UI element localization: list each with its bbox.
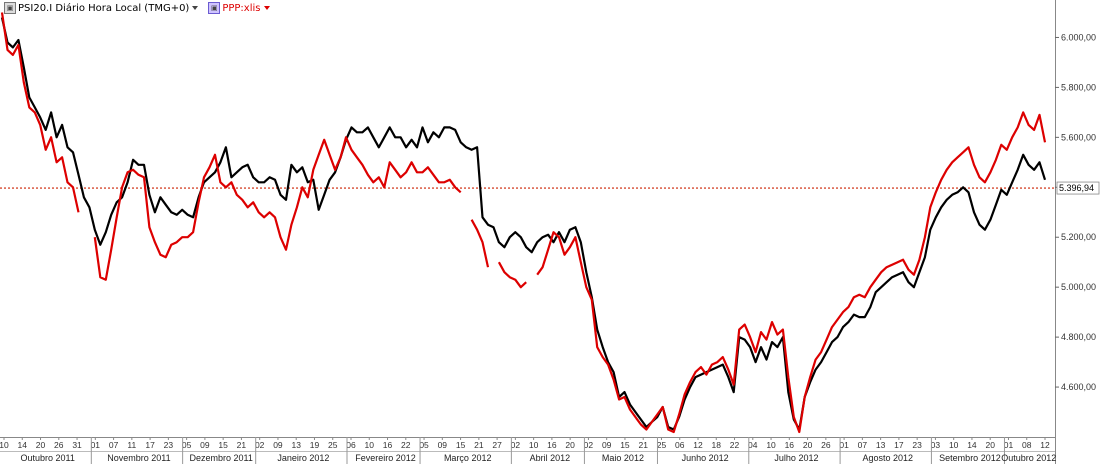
x-day-label: 13 [291, 440, 301, 450]
x-day-label: 16 [383, 440, 393, 450]
x-day-label: 04 [748, 440, 758, 450]
x-day-label: 17 [145, 440, 155, 450]
x-day-label: 02 [255, 440, 265, 450]
x-month-label: Julho 2012 [774, 453, 818, 463]
y-axis-panel [1055, 0, 1100, 464]
x-day-label: 26 [821, 440, 831, 450]
x-month-label: Agosto 2012 [862, 453, 913, 463]
x-month-label: Abril 2012 [530, 453, 571, 463]
y-tick-label: 5.800,00 [1061, 82, 1096, 92]
x-day-label: 31 [72, 440, 82, 450]
x-day-label: 13 [876, 440, 886, 450]
y-tick-label: 4.800,00 [1061, 332, 1096, 342]
x-day-label: 15 [218, 440, 228, 450]
x-day-label: 01 [1004, 440, 1014, 450]
x-day-label: 08 [1022, 440, 1032, 450]
x-day-label: 10 [365, 440, 375, 450]
x-day-label: 16 [785, 440, 795, 450]
x-day-label: 23 [912, 440, 922, 450]
x-day-label: 09 [602, 440, 612, 450]
reference-value-box [1056, 181, 1100, 195]
x-day-label: 05 [419, 440, 429, 450]
x-day-label: 25 [328, 440, 338, 450]
x-day-label: 01 [91, 440, 101, 450]
x-day-label: 17 [894, 440, 904, 450]
x-day-label: 21 [474, 440, 484, 450]
x-day-label: 10 [529, 440, 539, 450]
x-day-label: 06 [675, 440, 685, 450]
x-day-label: 21 [237, 440, 247, 450]
x-day-label: 23 [164, 440, 174, 450]
x-month-label: Dezembro 2011 [189, 453, 252, 463]
x-day-label: 02 [584, 440, 594, 450]
x-day-label: 27 [492, 440, 502, 450]
x-day-label: 15 [456, 440, 466, 450]
x-day-label: 20 [565, 440, 575, 450]
x-month-label: Fevereiro 2012 [355, 453, 416, 463]
x-axis-panel [0, 437, 1055, 464]
x-day-label: 09 [273, 440, 283, 450]
y-tick-label: 5.000,00 [1061, 282, 1096, 292]
x-day-label: 06 [346, 440, 356, 450]
chart-icon: ▣ [208, 2, 221, 14]
x-month-label: Junho 2012 [682, 453, 729, 463]
series-line-ppp[interactable] [0, 12, 1047, 434]
x-day-label: 20 [985, 440, 995, 450]
x-day-label: 22 [401, 440, 411, 450]
x-day-label: 19 [310, 440, 320, 450]
x-day-label: 03 [931, 440, 941, 450]
x-day-label: 18 [712, 440, 722, 450]
y-tick-label: 4.600,00 [1061, 382, 1096, 392]
x-month-label: Setembro 2012 [939, 453, 1001, 463]
x-day-label: 15 [620, 440, 630, 450]
x-month-label: Maio 2012 [602, 453, 644, 463]
x-day-label: 07 [858, 440, 868, 450]
y-tick-label: 5.200,00 [1061, 232, 1096, 242]
legend-series1-label: PSI20.I Diário Hora Local (TMG+0) [18, 2, 190, 14]
y-tick-label: 6.000,00 [1061, 32, 1096, 42]
x-month-label: Janeiro 2012 [277, 453, 329, 463]
x-month-label: Outubro 2012 [1001, 453, 1056, 463]
x-day-label: 09 [438, 440, 448, 450]
legend-item-psi20[interactable]: ▣ PSI20.I Diário Hora Local (TMG+0) [4, 2, 199, 14]
x-month-label: Novembro 2011 [107, 453, 170, 463]
x-day-label: 05 [182, 440, 192, 450]
chart-icon: ▣ [4, 2, 16, 14]
x-day-label: 25 [657, 440, 667, 450]
dropdown-arrow-icon[interactable] [192, 6, 199, 10]
x-day-label: 20 [36, 440, 46, 450]
x-day-label: 12 [1040, 440, 1050, 450]
x-day-label: 07 [109, 440, 119, 450]
x-day-label: 20 [803, 440, 813, 450]
x-day-label: 09 [200, 440, 210, 450]
chart-legend: ▣ PSI20.I Diário Hora Local (TMG+0) ▣ PP… [4, 2, 276, 14]
series-line-psi20[interactable] [0, 17, 1047, 431]
x-day-label: 16 [547, 440, 557, 450]
y-tick-label: 5.600,00 [1061, 132, 1096, 142]
x-day-label: 14 [18, 440, 28, 450]
x-day-label: 14 [967, 440, 977, 450]
x-day-label: 12 [693, 440, 703, 450]
x-month-label: Outubro 2011 [20, 453, 74, 463]
x-day-label: 21 [638, 440, 648, 450]
legend-item-ppp[interactable]: ▣ PPP:xlis [208, 2, 270, 14]
x-day-label: 11 [127, 440, 136, 450]
x-day-label: 02 [511, 440, 521, 450]
x-day-label: 01 [839, 440, 849, 450]
reference-value-label: 5.396,94 [1059, 183, 1094, 193]
x-day-label: 26 [54, 440, 64, 450]
x-day-label: 10 [0, 440, 9, 450]
x-month-label: Março 2012 [444, 453, 492, 463]
legend-series2-label: PPP:xlis [222, 2, 261, 14]
x-day-label: 22 [730, 440, 740, 450]
x-day-label: 10 [766, 440, 776, 450]
x-day-label: 10 [949, 440, 959, 450]
dropdown-arrow-icon[interactable] [263, 6, 270, 10]
